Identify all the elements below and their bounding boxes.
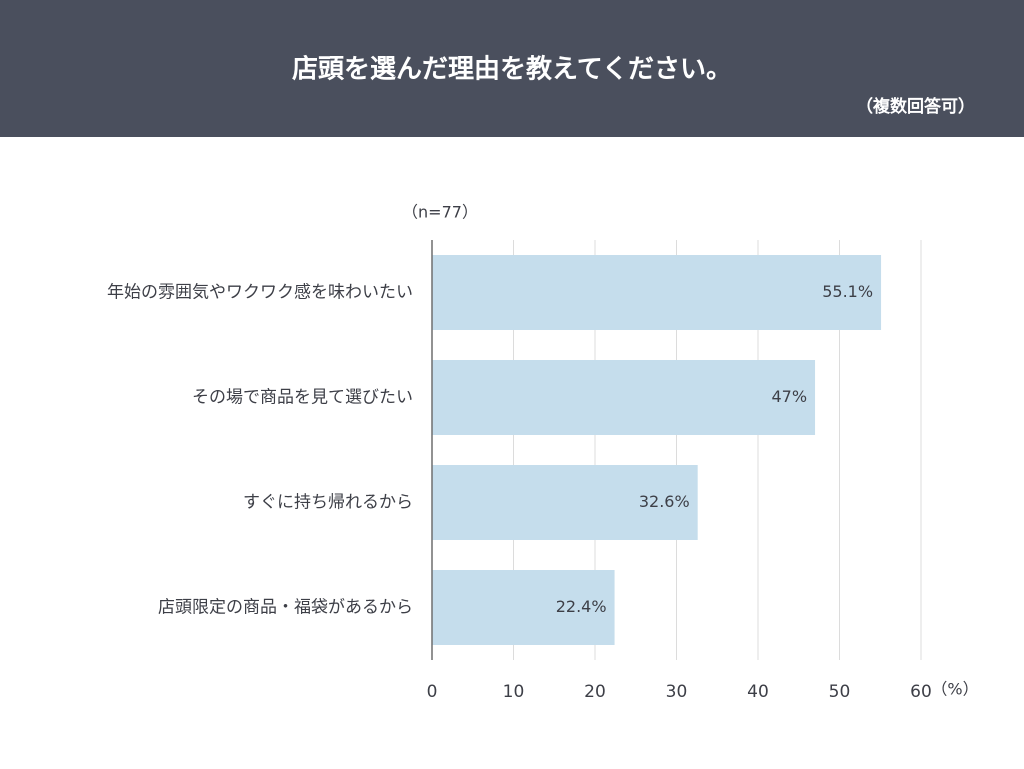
value-label: 32.6% xyxy=(639,492,690,511)
x-tick-label: 40 xyxy=(747,682,769,702)
bar xyxy=(432,255,882,330)
x-tick-label: 30 xyxy=(666,682,688,702)
value-label: 47% xyxy=(771,387,807,406)
bar xyxy=(432,570,615,645)
y-tick-label: 年始の雰囲気やワクワク感を味わいたい xyxy=(107,283,413,303)
x-tick-label: 50 xyxy=(829,682,851,702)
header-band xyxy=(0,0,1024,137)
x-axis-unit: （%） xyxy=(931,680,978,699)
chart-subtitle: （複数回答可） xyxy=(856,96,975,117)
y-tick-label: すぐに持ち帰れるから xyxy=(243,493,413,513)
bar xyxy=(432,465,698,540)
value-label: 55.1% xyxy=(822,282,873,301)
value-label: 22.4% xyxy=(556,597,607,616)
y-tick-label: その場で商品を見て選びたい xyxy=(192,388,413,408)
chart-title: 店頭を選んだ理由を教えてください。 xyxy=(292,55,732,85)
x-tick-label: 10 xyxy=(503,682,525,702)
x-tick-label: 20 xyxy=(584,682,606,702)
x-tick-label: 60 xyxy=(910,682,932,702)
bar xyxy=(432,360,816,435)
x-tick-label: 0 xyxy=(427,682,438,702)
sample-note: （n=77） xyxy=(402,203,478,222)
y-tick-label: 店頭限定の商品・福袋があるから xyxy=(158,598,413,618)
